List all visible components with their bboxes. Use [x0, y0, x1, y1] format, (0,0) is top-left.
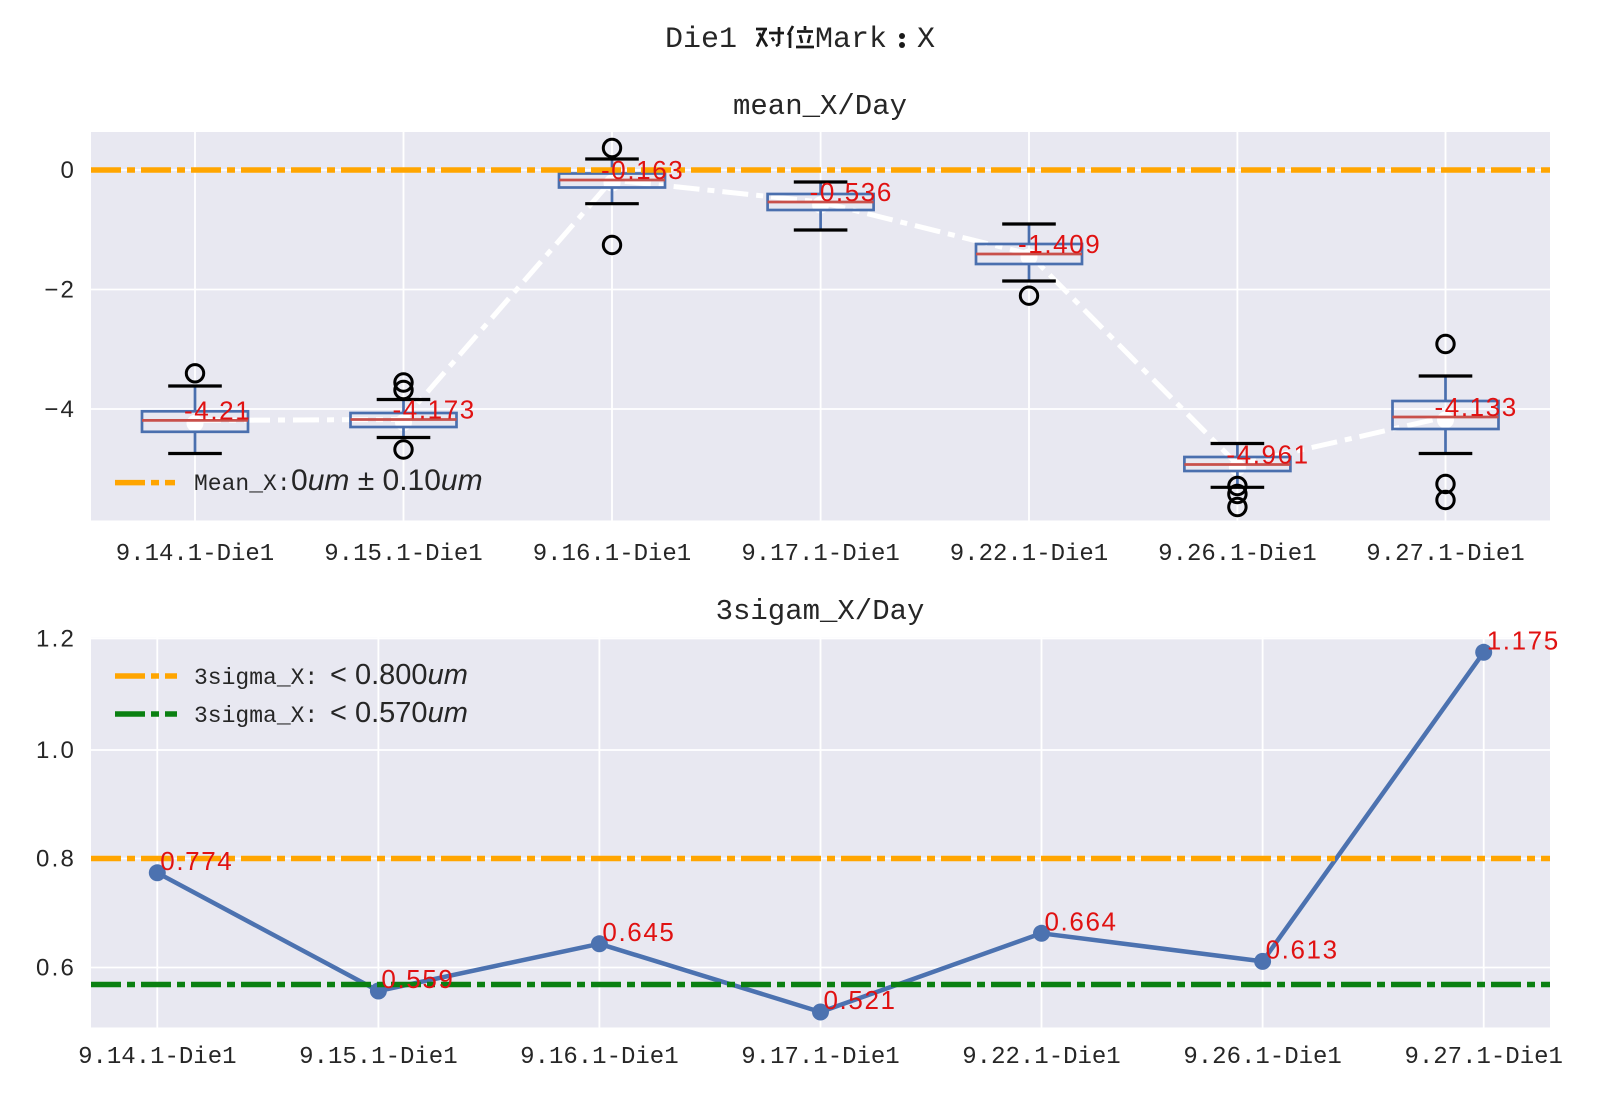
svg-text:-4.173: -4.173	[393, 395, 476, 425]
svg-text:−4: −4	[44, 396, 76, 423]
svg-text:< 0.800um: < 0.800um	[330, 659, 468, 691]
svg-text:9.27.1-Die1: 9.27.1-Die1	[1366, 541, 1524, 568]
svg-text:9.17.1-Die1: 9.17.1-Die1	[741, 1044, 899, 1071]
svg-text:9.22.1-Die1: 9.22.1-Die1	[950, 541, 1108, 568]
svg-text:0.559: 0.559	[381, 964, 454, 994]
svg-text:Mark: Mark	[815, 23, 887, 57]
svg-text:0.613: 0.613	[1266, 934, 1339, 964]
svg-text:3sigma_X:: 3sigma_X:	[194, 665, 318, 691]
svg-text:9.16.1-Die1: 9.16.1-Die1	[533, 541, 691, 568]
svg-text:-0.163: -0.163	[601, 155, 684, 185]
svg-text:9.26.1-Die1: 9.26.1-Die1	[1158, 541, 1316, 568]
svg-text:9.17.1-Die1: 9.17.1-Die1	[741, 541, 899, 568]
svg-text:0um ± 0.10um: 0um ± 0.10um	[291, 464, 483, 497]
svg-text:0.664: 0.664	[1045, 906, 1118, 936]
svg-text:0: 0	[60, 157, 76, 184]
svg-text:< 0.570um: < 0.570um	[330, 697, 468, 729]
svg-text:1.175: 1.175	[1487, 625, 1560, 655]
svg-text:1.2: 1.2	[36, 626, 76, 653]
svg-text:0.774: 0.774	[160, 846, 233, 876]
svg-text:9.15.1-Die1: 9.15.1-Die1	[299, 1044, 457, 1071]
svg-text:-1.409: -1.409	[1018, 229, 1101, 259]
svg-text:-4.21: -4.21	[184, 395, 251, 425]
svg-text:Mean_X:: Mean_X:	[194, 471, 291, 497]
svg-text:9.26.1-Die1: 9.26.1-Die1	[1183, 1044, 1341, 1071]
svg-text:mean_X/Day: mean_X/Day	[733, 90, 907, 123]
svg-text:9.22.1-Die1: 9.22.1-Die1	[962, 1044, 1120, 1071]
svg-text:1.0: 1.0	[36, 737, 76, 764]
svg-text:-4.133: -4.133	[1435, 392, 1518, 422]
svg-text:9.16.1-Die1: 9.16.1-Die1	[520, 1044, 678, 1071]
svg-text:3sigma_X:: 3sigma_X:	[194, 703, 318, 729]
svg-text:0.645: 0.645	[602, 917, 675, 947]
svg-text:X: X	[917, 23, 935, 57]
svg-text:9.15.1-Die1: 9.15.1-Die1	[324, 541, 482, 568]
svg-text:9.14.1-Die1: 9.14.1-Die1	[78, 1044, 236, 1071]
svg-text:Die1: Die1	[665, 23, 737, 57]
svg-text:0.8: 0.8	[36, 846, 76, 873]
svg-text:9.27.1-Die1: 9.27.1-Die1	[1404, 1044, 1562, 1071]
svg-text:3sigam_X/Day: 3sigam_X/Day	[716, 595, 925, 628]
svg-text:9.14.1-Die1: 9.14.1-Die1	[116, 541, 274, 568]
svg-text:-4.961: -4.961	[1226, 440, 1309, 470]
svg-text:−2: −2	[44, 277, 76, 304]
svg-text:-0.536: -0.536	[810, 177, 893, 207]
svg-text:0.521: 0.521	[824, 985, 897, 1015]
svg-text:0.6: 0.6	[36, 955, 76, 982]
